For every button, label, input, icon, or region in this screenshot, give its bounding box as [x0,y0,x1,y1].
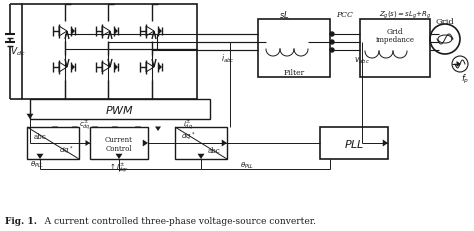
Polygon shape [27,114,34,119]
Bar [90,128,148,159]
Polygon shape [222,140,227,147]
Polygon shape [71,28,75,36]
Text: $\theta_{PLL}$: $\theta_{PLL}$ [240,160,255,170]
Text: Grid: Grid [387,28,403,36]
Text: $PWM$: $PWM$ [106,103,135,116]
Text: abc: abc [208,146,220,154]
Polygon shape [143,140,148,147]
Text: $\uparrow I^{\pm}_{dqr}$: $\uparrow I^{\pm}_{dqr}$ [109,161,129,174]
Text: $Z_g(s){=}sL_g{+}R_g$: $Z_g(s){=}sL_g{+}R_g$ [379,9,431,21]
Text: Current: Current [105,135,133,143]
Polygon shape [158,64,162,72]
Polygon shape [112,127,118,131]
Polygon shape [116,154,122,159]
Bar [360,20,430,78]
Polygon shape [85,140,90,146]
Polygon shape [114,64,118,72]
Bar [30,100,210,119]
Text: $i_{abc}$: $i_{abc}$ [221,52,235,65]
Polygon shape [72,127,78,131]
Circle shape [330,49,334,53]
Text: Grid: Grid [436,18,455,26]
Text: $sL$: $sL$ [279,9,289,20]
Text: abc: abc [34,132,46,140]
Text: $dq^*$: $dq^*$ [59,144,73,156]
Bar [22,5,197,100]
Text: $v_{abc}$: $v_{abc}$ [354,55,370,66]
Text: Filter: Filter [283,69,305,77]
Text: $V_{dc}$: $V_{dc}$ [10,46,26,58]
Text: $\theta_{PLL}$: $\theta_{PLL}$ [30,159,44,169]
Bar [175,128,227,159]
Bar [27,128,79,159]
Text: $f_p$: $f_p$ [461,72,469,85]
Polygon shape [383,140,388,147]
Text: $dq^*$: $dq^*$ [181,130,195,143]
Text: Fig. 1.: Fig. 1. [5,217,37,225]
Circle shape [330,33,334,37]
Polygon shape [456,62,461,68]
Polygon shape [135,127,141,131]
Text: $PLL$: $PLL$ [344,137,364,149]
Polygon shape [158,28,162,36]
Polygon shape [36,154,44,159]
Circle shape [330,41,334,45]
Polygon shape [114,28,118,36]
Polygon shape [52,127,58,131]
Text: $c^{\pm}_{dq}$: $c^{\pm}_{dq}$ [79,118,91,131]
Text: PCC: PCC [337,11,354,19]
Polygon shape [198,154,204,159]
Text: $i^{\pm}_{dq}$: $i^{\pm}_{dq}$ [182,118,192,131]
Text: Control: Control [106,144,132,152]
Polygon shape [92,127,98,131]
Bar [320,128,388,159]
Text: impedance: impedance [375,36,414,44]
Bar [258,20,330,78]
Polygon shape [71,64,75,72]
Polygon shape [155,127,161,131]
Text: A current controlled three-phase voltage-source converter.: A current controlled three-phase voltage… [36,217,316,225]
